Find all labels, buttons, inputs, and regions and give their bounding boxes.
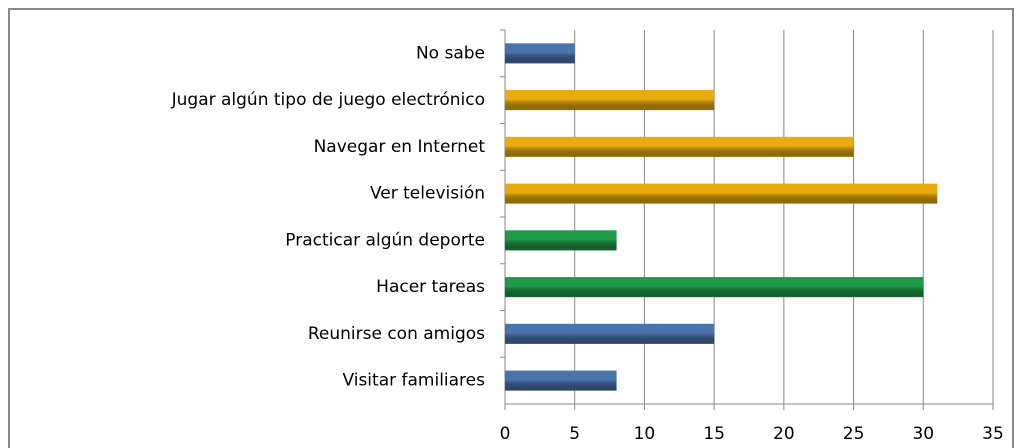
- bar-shade: [505, 90, 715, 111]
- bar-group: [505, 90, 715, 111]
- y-tick-label: Reunirse con amigos: [308, 324, 485, 344]
- x-tick-label: 0: [500, 424, 511, 444]
- y-tick-label: Navegar en Internet: [314, 137, 486, 157]
- bar-shade: [505, 136, 854, 157]
- x-tick-label: 25: [843, 424, 865, 444]
- y-tick-label: No sabe: [416, 43, 485, 63]
- y-tick-label: Practicar algún deporte: [285, 230, 485, 250]
- y-tick-label: Visitar familiares: [342, 371, 485, 391]
- bar-group: [505, 230, 617, 251]
- bar-group: [505, 43, 575, 64]
- x-tick-label: 30: [912, 424, 934, 444]
- bar-group: [505, 370, 617, 391]
- bar-shade: [505, 323, 715, 344]
- x-tick-label: 35: [982, 424, 1004, 444]
- y-tick-label: Hacer tareas: [376, 277, 485, 297]
- y-tick-label: Jugar algún tipo de juego electrónico: [171, 90, 485, 110]
- bar-shade: [505, 230, 617, 251]
- bar-group: [505, 183, 938, 204]
- x-tick-label: 20: [773, 424, 795, 444]
- bar-group: [505, 323, 715, 344]
- x-tick-label: 5: [569, 424, 580, 444]
- x-tick-label: 10: [634, 424, 656, 444]
- y-tick-label: Ver televisión: [370, 184, 485, 204]
- x-tick-label: 15: [703, 424, 725, 444]
- bar-shade: [505, 43, 575, 64]
- bar-group: [505, 277, 924, 298]
- bar-shade: [505, 370, 617, 391]
- bar-shade: [505, 277, 924, 298]
- bar-group: [505, 136, 854, 157]
- bar-shade: [505, 183, 938, 204]
